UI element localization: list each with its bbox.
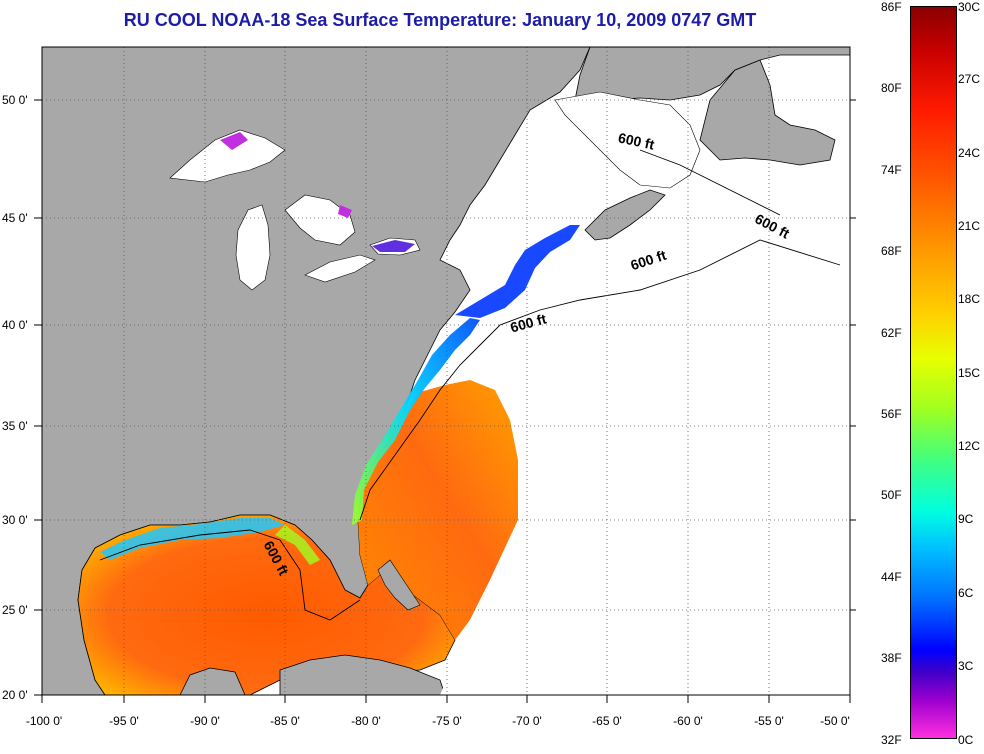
lake-huron: [284, 194, 356, 246]
colorbar-c-label: 6C: [958, 586, 974, 600]
colorbar-c-label: 27C: [958, 72, 981, 86]
colorbar-f-label: 68F: [881, 244, 902, 258]
colorbar-c-label: 21C: [958, 219, 981, 233]
lon-label: -95 0': [109, 714, 139, 728]
colorbar-f-label: 62F: [881, 326, 902, 340]
lat-label: 35 0': [2, 419, 28, 433]
lon-label: -55 0': [754, 714, 784, 728]
map-title: RU COOL NOAA-18 Sea Surface Temperature:…: [123, 10, 757, 30]
colorbar-c-label: 9C: [958, 512, 974, 526]
land-nova-scotia: [584, 189, 666, 241]
colorbar-c-label: 30C: [958, 0, 981, 14]
axis-ticks: [34, 99, 856, 703]
lon-label: -70 0': [512, 714, 542, 728]
colorbar-f-label: 50F: [881, 488, 902, 502]
lon-label: -100 0': [25, 714, 63, 728]
lon-label: -60 0': [673, 714, 703, 728]
lake-superior-sst: [220, 132, 248, 150]
lon-label: -50 0': [820, 714, 850, 728]
no-data-region: [440, 330, 850, 695]
map-frame: [41, 46, 851, 696]
lon-label: -75 0': [432, 714, 462, 728]
colorbar-f-label: 38F: [881, 651, 902, 665]
colorbar-f-label: 86F: [881, 0, 902, 14]
lake-michigan: [235, 204, 271, 291]
graticule: [42, 47, 850, 695]
colorbar-f-label: 44F: [881, 570, 902, 584]
colorbar-c-label: 18C: [958, 292, 981, 306]
colorbar-f-label: 74F: [881, 163, 902, 177]
lat-label: 45 0': [2, 211, 28, 225]
contour-600ft: [99, 149, 841, 621]
colorbar-c-label: 12C: [958, 439, 981, 453]
colorbar-f-label: 32F: [881, 733, 902, 747]
gulf-st-lawrence: [554, 91, 701, 189]
gulf-coastal-cool: [100, 518, 285, 560]
lake-ontario-sst: [372, 240, 415, 252]
colorbar-f-label: 56F: [881, 407, 902, 421]
lat-label: 50 0': [2, 93, 28, 107]
gulf-coastal-green: [275, 525, 320, 565]
temperature-colorbar: [910, 6, 957, 739]
gulf-of-maine-sst: [455, 225, 580, 318]
lake-erie: [304, 254, 376, 283]
lon-label: -65 0': [592, 714, 622, 728]
colorbar-c-label: 3C: [958, 659, 974, 673]
lon-label: -90 0': [190, 714, 220, 728]
lake-huron-sst: [338, 205, 352, 218]
lat-label: 40 0': [2, 318, 28, 332]
lat-label: 20 0': [2, 688, 28, 702]
land-bahamas: [377, 559, 421, 611]
lat-label: 30 0': [2, 513, 28, 527]
lake-superior: [169, 129, 286, 183]
lon-label: -80 0': [351, 714, 381, 728]
lat-label: 25 0': [2, 603, 28, 617]
colorbar-f-label: 80F: [881, 81, 902, 95]
colorbar-c-label: 0C: [958, 733, 974, 747]
colorbar-c-label: 15C: [958, 366, 981, 380]
colorbar-c-label: 24C: [958, 146, 981, 160]
lon-label: -85 0': [270, 714, 300, 728]
